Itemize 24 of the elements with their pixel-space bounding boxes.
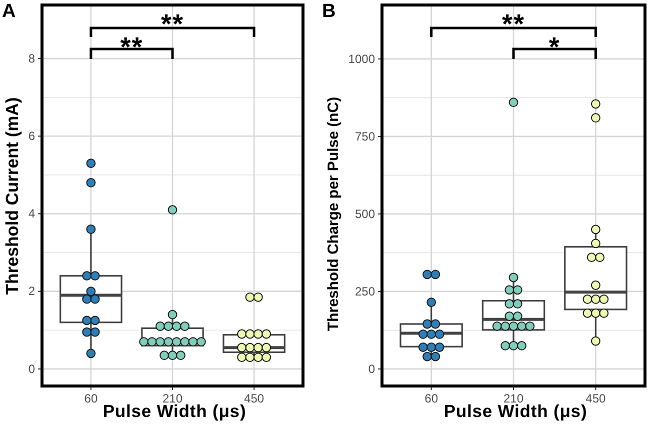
annotation: ** bbox=[502, 9, 526, 39]
x-axis-title: Pulse Width (μs) bbox=[102, 401, 246, 421]
annotation: * bbox=[548, 32, 560, 62]
annotation: ** bbox=[120, 32, 144, 62]
x-tick-label: 60 bbox=[424, 392, 438, 406]
y-tick-label: 8 bbox=[28, 51, 36, 66]
x-axis-title: Pulse Width (μs) bbox=[444, 401, 588, 421]
chart-title: A bbox=[2, 1, 16, 22]
y-tick-label: 4 bbox=[28, 206, 36, 221]
y-tick-label: 1000 bbox=[348, 52, 376, 66]
y-tick-label: 750 bbox=[354, 129, 376, 144]
annotation: ** bbox=[160, 9, 184, 39]
y-tick-label: 0 bbox=[28, 362, 36, 376]
x-tick-label: 60 bbox=[84, 392, 98, 406]
y-tick-label: 6 bbox=[28, 128, 36, 143]
y-axis-title: Threshold Charge per Pulse (nC) bbox=[325, 96, 342, 332]
x-tick-label: 450 bbox=[586, 392, 606, 406]
y-tick-label: 250 bbox=[354, 284, 376, 298]
y-tick-label: 500 bbox=[354, 206, 376, 221]
y-tick-label: 2 bbox=[28, 284, 36, 298]
y-axis-title: Threshold Current (mA) bbox=[2, 97, 22, 295]
y-tick-label: 0 bbox=[368, 362, 376, 376]
x-tick-label: 450 bbox=[244, 392, 264, 406]
chart-title: B bbox=[322, 1, 336, 22]
